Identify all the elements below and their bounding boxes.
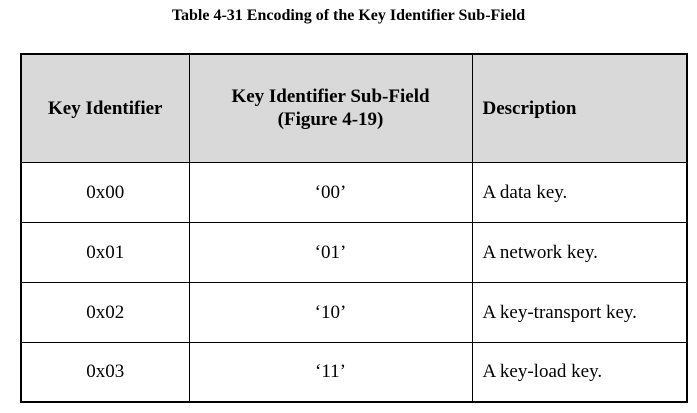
cell-key-identifier: 0x02 xyxy=(20,281,190,343)
table-caption: Table 4-31 Encoding of the Key Identifie… xyxy=(171,7,526,24)
header-sub-field: Key Identifier Sub-Field (Figure 4-19) xyxy=(188,53,473,163)
header-sub-field-line1: Key Identifier Sub-Field xyxy=(231,86,430,108)
cell-description: A network key. xyxy=(471,221,688,283)
cell-sub-field: ‘00’ xyxy=(188,161,473,223)
cell-sub-field: ‘01’ xyxy=(188,221,473,283)
table-row: 0x00 ‘00’ A data key. xyxy=(20,161,688,223)
key-identifier-encoding-table: Key Identifier Key Identifier Sub-Field … xyxy=(20,53,688,403)
header-description: Description xyxy=(471,53,688,163)
cell-key-identifier: 0x03 xyxy=(20,341,190,403)
cell-description: A key-load key. xyxy=(471,341,688,403)
cell-description: A data key. xyxy=(471,161,688,223)
cell-key-identifier: 0x00 xyxy=(20,161,190,223)
table-row: 0x03 ‘11’ A key-load key. xyxy=(20,341,688,403)
cell-sub-field: ‘10’ xyxy=(188,281,473,343)
cell-description: A key-transport key. xyxy=(471,281,688,343)
cell-key-identifier: 0x01 xyxy=(20,221,190,283)
table-row: 0x01 ‘01’ A network key. xyxy=(20,221,688,283)
header-row: Key Identifier Key Identifier Sub-Field … xyxy=(20,53,688,163)
header-sub-field-line2: (Figure 4-19) xyxy=(277,109,384,131)
table-row: 0x02 ‘10’ A key-transport key. xyxy=(20,281,688,343)
cell-sub-field: ‘11’ xyxy=(188,341,473,403)
header-key-identifier: Key Identifier xyxy=(20,53,190,163)
